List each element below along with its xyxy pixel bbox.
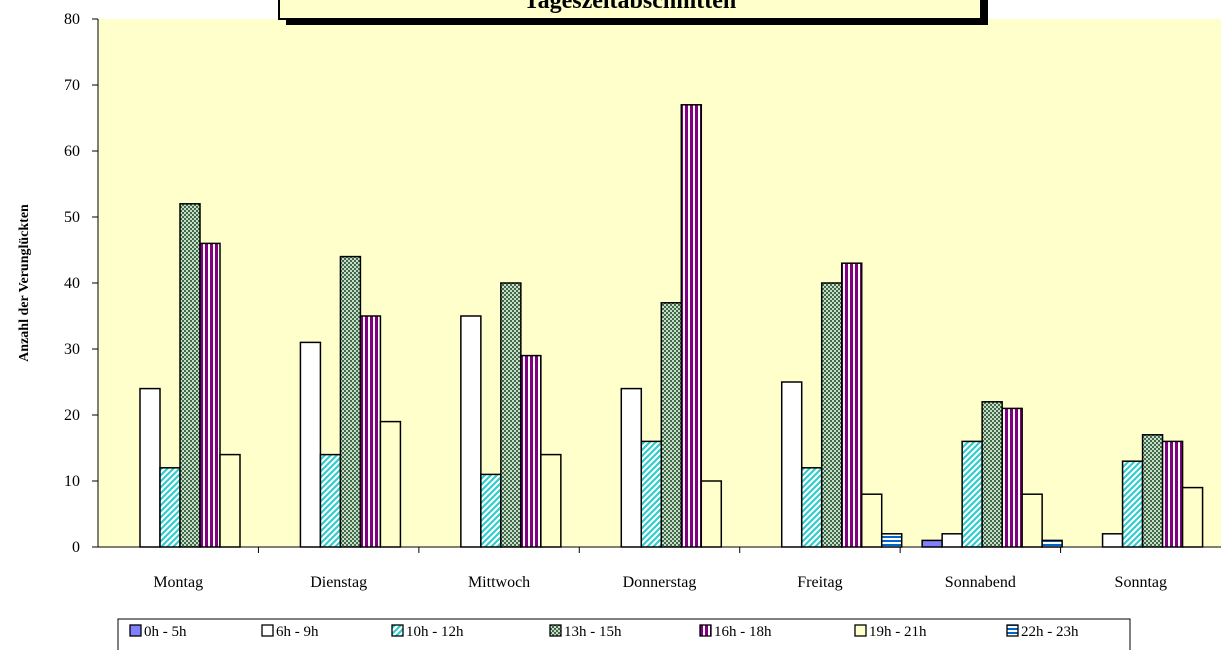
bar <box>860 493 883 548</box>
bar <box>520 354 542 548</box>
y-tick-label: 70 <box>64 77 80 94</box>
bar <box>660 302 683 548</box>
bar <box>139 387 161 548</box>
legend: 0h - 5h 6h - 9h 10h - 12h 13h - 15h 16h - 18… <box>117 618 1131 650</box>
x-category-label: Sonntag <box>1115 574 1167 591</box>
chart-title: Tageszeitabschnitten <box>524 0 736 14</box>
x-category-label: Montag <box>153 574 203 591</box>
bar <box>880 533 903 548</box>
y-tick-label: 10 <box>64 473 80 490</box>
x-category-label: Freitag <box>797 574 842 591</box>
bar <box>1161 440 1184 548</box>
bars-layer <box>139 104 1204 548</box>
bar <box>961 440 983 548</box>
legend-swatch <box>1006 624 1019 637</box>
y-tick-label: 60 <box>64 143 80 160</box>
bar <box>480 473 502 548</box>
y-tick-label: 50 <box>64 209 80 226</box>
bar <box>540 453 562 548</box>
y-tick-label: 40 <box>64 275 80 292</box>
y-axis-title: Anzahl der Verunglückten <box>17 204 32 362</box>
legend-label: 10h - 12h <box>406 624 464 640</box>
legend-label: 19h - 21h <box>869 624 927 640</box>
legend-swatch <box>699 624 712 637</box>
bar <box>1141 434 1164 548</box>
bar <box>460 315 482 548</box>
bar <box>921 539 943 548</box>
x-category-label: Dienstag <box>310 574 367 591</box>
bar <box>700 480 723 548</box>
y-tick-label: 0 <box>72 539 80 556</box>
x-category-label: Mittwoch <box>468 574 530 591</box>
legend-box <box>117 618 1131 650</box>
bar <box>299 341 322 548</box>
legend-label: 22h - 23h <box>1021 624 1079 640</box>
legend-label: 13h - 15h <box>564 624 622 640</box>
x-ticks: Montag Dienstag Mittwoch Donnerstag Freitag S… <box>153 547 1167 591</box>
legend-swatch <box>549 624 562 637</box>
bar <box>981 401 1003 548</box>
y-tick-label: 30 <box>64 341 80 358</box>
x-category-label: Donnerstag <box>623 574 697 591</box>
bar <box>199 242 221 548</box>
y-tick-label: 80 <box>64 11 80 28</box>
bar <box>359 315 382 548</box>
bar <box>780 381 803 548</box>
legend-swatch <box>854 624 867 637</box>
bar <box>1041 539 1063 548</box>
bar <box>179 203 201 548</box>
bar <box>1021 493 1043 548</box>
legend-swatch <box>391 624 404 637</box>
legend-label: 0h - 5h <box>144 624 187 640</box>
bar <box>1181 486 1204 548</box>
bar <box>620 387 643 548</box>
legend-label: 16h - 18h <box>714 624 772 640</box>
bar <box>1121 460 1144 548</box>
bar <box>339 255 362 548</box>
bar <box>680 104 703 548</box>
bar <box>1101 533 1124 548</box>
bar <box>840 262 863 548</box>
bar <box>640 440 663 548</box>
legend-swatch <box>261 624 274 637</box>
legend-label: 6h - 9h <box>276 624 319 640</box>
bar <box>1001 407 1023 548</box>
y-ticks: 0 10 20 30 40 50 60 70 80 <box>64 11 98 556</box>
title-box: Tageszeitabschnitten <box>278 0 988 25</box>
x-category-label: Sonnabend <box>945 574 1016 591</box>
bar <box>941 533 963 548</box>
bar <box>319 453 342 548</box>
bar <box>800 467 823 548</box>
bar <box>159 467 181 548</box>
legend-swatch <box>129 624 142 637</box>
bar <box>379 420 402 548</box>
bar <box>500 282 522 548</box>
bar <box>219 453 241 548</box>
bar <box>820 282 843 548</box>
y-tick-label: 20 <box>64 407 80 424</box>
